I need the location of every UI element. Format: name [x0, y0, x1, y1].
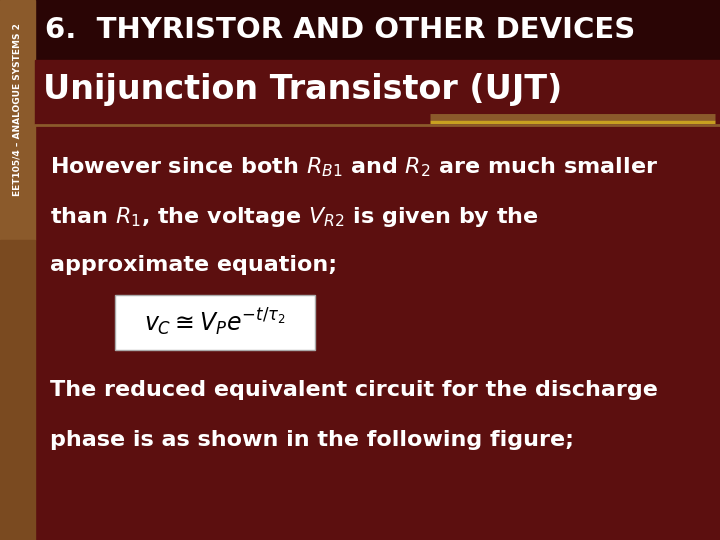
Text: than $R_1$, the voltage $V_{R2}$ is given by the: than $R_1$, the voltage $V_{R2}$ is give…: [50, 205, 539, 229]
Text: EET105/4 – ANALOGUE SYSTEMS 2: EET105/4 – ANALOGUE SYSTEMS 2: [13, 24, 22, 197]
Bar: [0, 0, 720, 60]
Text: The reduced equivalent circuit for the discharge: The reduced equivalent circuit for the d…: [50, 380, 658, 400]
Text: Unijunction Transistor (UJT): Unijunction Transistor (UJT): [43, 73, 562, 106]
Bar: [35, 60, 720, 125]
Text: 6.  THYRISTOR AND OTHER DEVICES: 6. THYRISTOR AND OTHER DEVICES: [45, 16, 635, 44]
Text: $v_C \cong V_P e^{-t/\tau_2}$: $v_C \cong V_P e^{-t/\tau_2}$: [144, 307, 286, 338]
Text: However since both $R_{B1}$ and $R_2$ are much smaller: However since both $R_{B1}$ and $R_2$ ar…: [50, 155, 658, 179]
Bar: [0, 0, 35, 240]
Text: phase is as shown in the following figure;: phase is as shown in the following figur…: [50, 430, 574, 450]
FancyBboxPatch shape: [115, 295, 315, 350]
Text: approximate equation;: approximate equation;: [50, 255, 337, 275]
Bar: [0, 240, 35, 540]
